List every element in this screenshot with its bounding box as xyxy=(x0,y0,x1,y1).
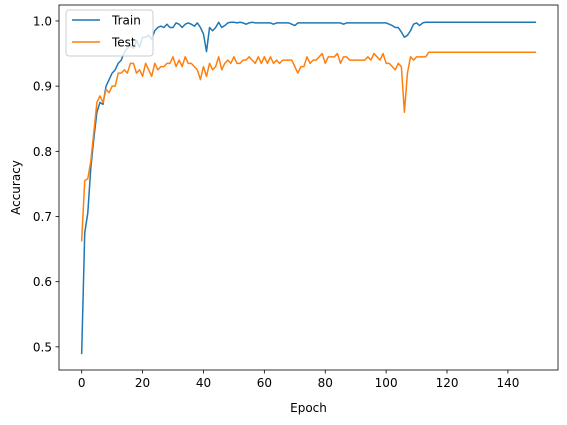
series-line-train xyxy=(80,21,537,355)
x-tick-label: 20 xyxy=(135,376,150,390)
legend: Train Test xyxy=(65,9,154,57)
series-line-test xyxy=(80,51,537,242)
x-tick-label: 100 xyxy=(375,376,398,390)
plot-area xyxy=(80,21,537,355)
legend-label-train: Train xyxy=(111,14,141,28)
y-tick-label: 0.6 xyxy=(33,275,52,289)
y-tick-label: 0.9 xyxy=(33,80,52,94)
x-tick-label: 140 xyxy=(496,376,519,390)
x-tick-label: 80 xyxy=(318,376,333,390)
x-axis-ticks: 0 20 40 60 80 100 120 140 xyxy=(78,370,519,390)
x-tick-label: 120 xyxy=(436,376,459,390)
y-axis-ticks: 0.5 0.6 0.7 0.8 0.9 1.0 xyxy=(33,14,59,354)
y-axis-label: Accuracy xyxy=(9,160,23,215)
axes-frame xyxy=(58,4,559,371)
x-axis-label: Epoch xyxy=(290,401,327,415)
legend-label-test: Test xyxy=(111,36,136,50)
y-tick-label: 0.5 xyxy=(33,340,52,354)
x-tick-label: 60 xyxy=(257,376,272,390)
x-tick-label: 40 xyxy=(196,376,211,390)
x-tick-label: 0 xyxy=(78,376,86,390)
y-tick-label: 0.8 xyxy=(33,145,52,159)
y-tick-label: 0.7 xyxy=(33,210,52,224)
y-tick-label: 1.0 xyxy=(33,14,52,28)
legend-box xyxy=(65,9,154,57)
